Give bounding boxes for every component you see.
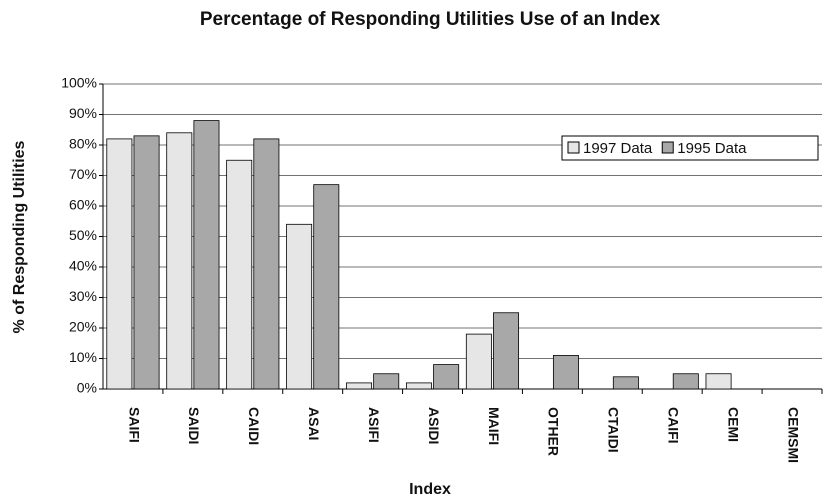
bar: [493, 312, 520, 390]
bar: [106, 138, 133, 390]
legend-box: [561, 135, 819, 161]
chart-title: Percentage of Responding Utilities Use o…: [200, 9, 661, 30]
y-tick-label: 50%: [69, 227, 97, 243]
x-tick-label: MAIFI: [486, 407, 502, 445]
x-tick-label: CAIFI: [666, 407, 682, 444]
bar: [346, 382, 373, 390]
bar: [286, 223, 313, 390]
x-tick-label: CAIDI: [246, 407, 262, 445]
y-axis-title: % of Responding Utilities: [11, 140, 28, 333]
bar: [705, 373, 732, 390]
y-tick-label: 70%: [69, 166, 97, 182]
x-tick-label: OTHER: [546, 407, 562, 456]
x-tick-label: CEMSMI: [785, 407, 801, 463]
bar: [465, 333, 492, 390]
legend-swatch: [567, 141, 580, 154]
legend-label: 1995 Data: [677, 140, 747, 157]
y-tick-label: 20%: [69, 319, 97, 335]
y-tick-label: 80%: [69, 136, 97, 152]
bar: [552, 355, 579, 390]
bar: [672, 373, 699, 390]
y-tick-label: 60%: [69, 197, 97, 213]
x-axis-title: Index: [409, 481, 451, 498]
bar: [226, 159, 253, 390]
bar: [253, 138, 280, 390]
x-tick-label: ASAI: [306, 407, 322, 440]
x-tick-label: SAIDI: [186, 407, 202, 444]
x-tick-label: CEMI: [725, 407, 741, 442]
bar: [405, 382, 432, 390]
bar: [373, 373, 400, 390]
x-tick-label: ASIFI: [366, 407, 382, 443]
x-tick-label: CTAIDI: [606, 407, 622, 453]
y-tick-label: 0%: [77, 380, 97, 396]
bar: [166, 132, 193, 390]
bar: [612, 376, 639, 390]
y-tick-label: 100%: [61, 75, 97, 91]
bar: [433, 364, 460, 390]
y-tick-label: 10%: [69, 349, 97, 365]
y-tick-label: 40%: [69, 258, 97, 274]
legend-swatch: [661, 141, 674, 154]
x-tick-label: ASIDI: [426, 407, 442, 444]
x-tick-label: SAIFI: [126, 407, 142, 443]
bar: [193, 120, 220, 390]
y-tick-label: 90%: [69, 105, 97, 121]
legend-label: 1997 Data: [583, 140, 653, 157]
y-tick-label: 30%: [69, 288, 97, 304]
bar: [133, 135, 160, 390]
bar: [313, 184, 340, 390]
